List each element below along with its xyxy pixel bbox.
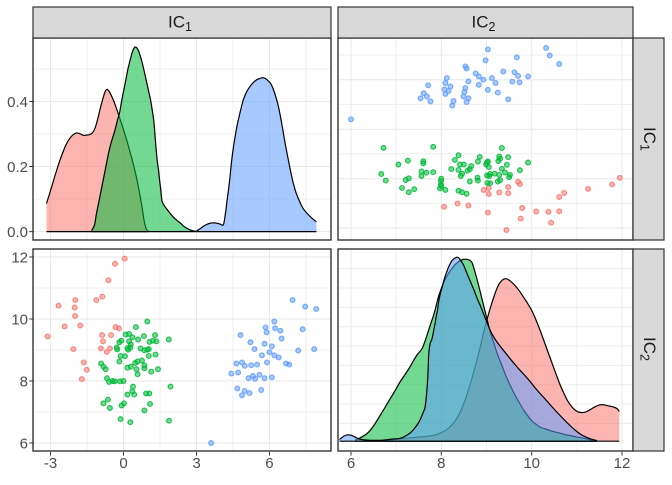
svg-text:12: 12 [11,249,28,266]
svg-text:0.0: 0.0 [7,224,28,241]
svg-text:10: 10 [523,455,540,472]
svg-text:10: 10 [11,311,28,328]
svg-text:-3: -3 [44,455,57,472]
svg-text:8: 8 [437,455,445,472]
svg-text:3: 3 [192,455,200,472]
svg-text:0: 0 [119,455,127,472]
svg-text:6: 6 [347,455,355,472]
svg-text:12: 12 [614,455,631,472]
svg-text:6: 6 [20,435,28,452]
svg-text:0.4: 0.4 [7,94,28,111]
svg-text:8: 8 [20,373,28,390]
svg-text:0.2: 0.2 [7,159,28,176]
svg-text:6: 6 [265,455,273,472]
